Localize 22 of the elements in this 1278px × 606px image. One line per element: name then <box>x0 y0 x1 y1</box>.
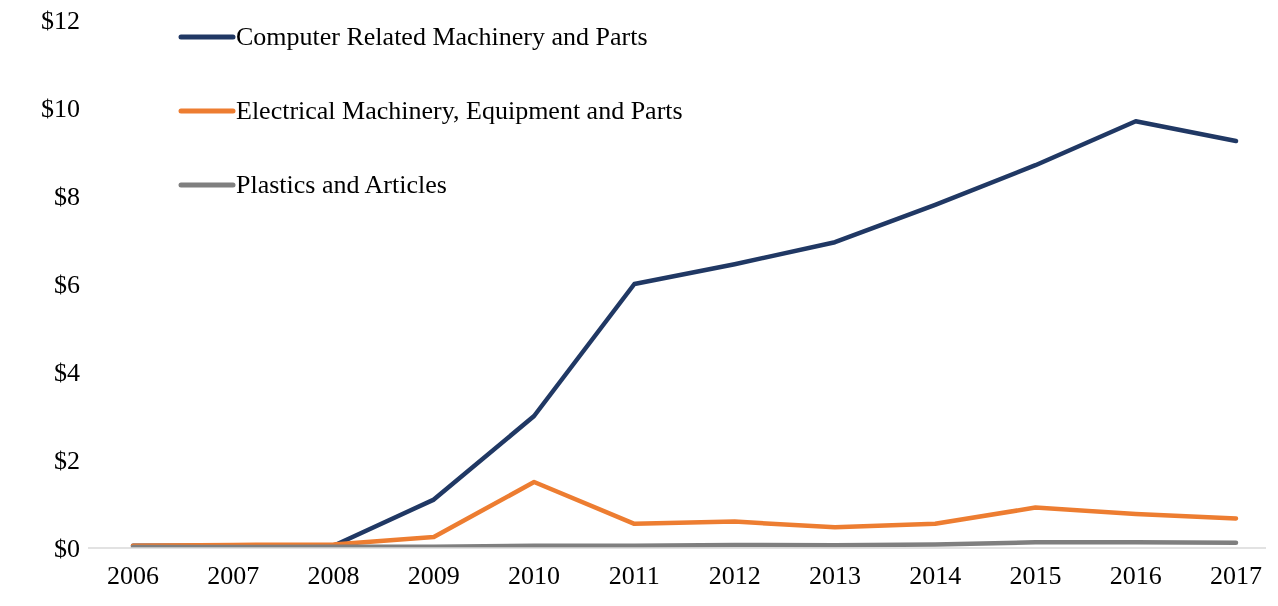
y-tick-label: $4 <box>54 358 80 388</box>
y-tick-label: $8 <box>54 182 80 212</box>
x-tick-label: 2011 <box>608 561 660 591</box>
x-tick-label: 2012 <box>708 561 761 591</box>
x-tick-label: 2010 <box>508 561 561 591</box>
y-tick-label: $10 <box>41 94 80 124</box>
y-tick-label: $2 <box>54 446 80 476</box>
x-tick-label: 2006 <box>107 561 159 591</box>
x-tick-label: 2009 <box>407 561 460 591</box>
y-tick-label: $12 <box>41 6 80 36</box>
x-tick-label: 2017 <box>1210 561 1262 591</box>
x-tick-label: 2013 <box>808 561 861 591</box>
legend-label: Electrical Machinery, Equipment and Parts <box>236 96 683 126</box>
x-tick-label: 2015 <box>1009 561 1062 591</box>
x-tick-label: 2014 <box>909 561 962 591</box>
x-tick-label: 2007 <box>207 561 260 591</box>
y-tick-label: $6 <box>54 270 80 300</box>
x-tick-label: 2008 <box>307 561 360 591</box>
x-tick-label: 2016 <box>1109 561 1162 591</box>
legend-label: Plastics and Articles <box>236 170 447 200</box>
legend-label: Computer Related Machinery and Parts <box>236 22 648 52</box>
y-tick-label: $0 <box>54 534 80 564</box>
